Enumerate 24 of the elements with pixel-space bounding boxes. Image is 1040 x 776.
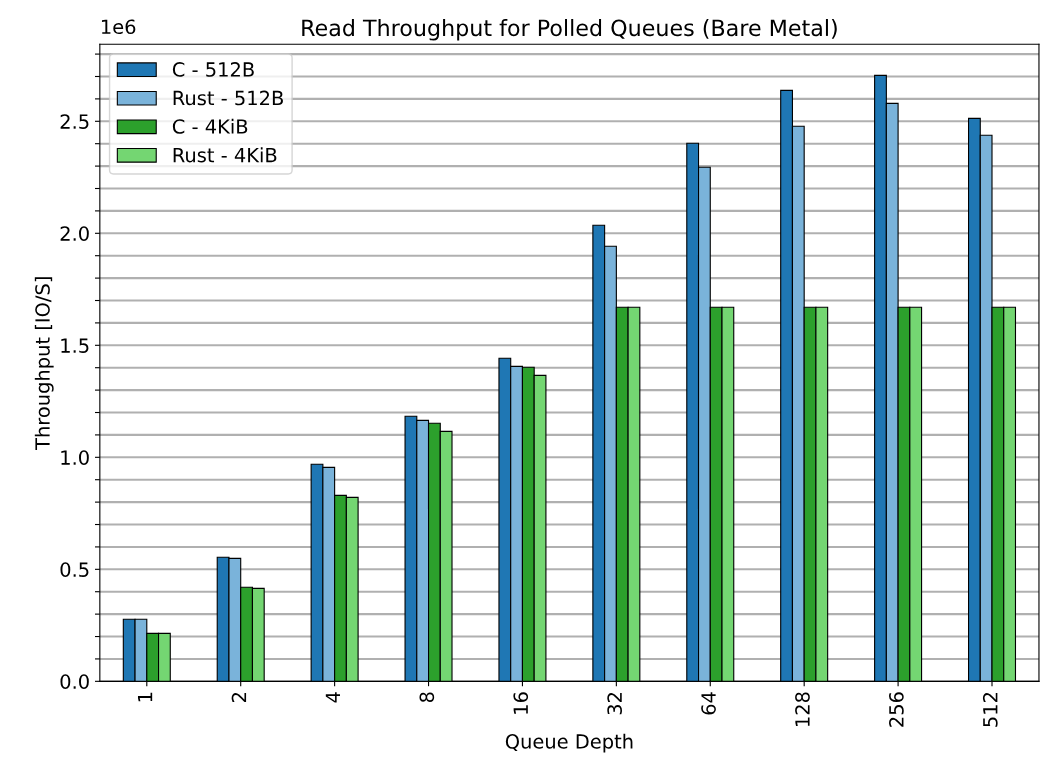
legend-label: Rust - 512B [173,90,283,106]
x-tick-label: 1 [137,692,153,702]
y-tick-label: 1.0 [61,450,89,465]
chart-title: Read Throughput for Polled Queues (Bare Metal) [302,19,837,41]
legend-label: C - 512B [172,62,254,77]
x-tick-label: 4 [325,692,340,703]
text: 1e6 [101,19,136,35]
x-tick-label: 8 [419,692,435,703]
x-tick-label: 512 [982,693,998,727]
y-tick-label: 0.5 [60,562,89,577]
y-tick-label: 2.5 [60,114,89,129]
y-tick-label: 0.0 [60,674,89,689]
legend-label: C - 4KiB [172,118,248,134]
x-axis-title: Queue Depth [505,733,633,753]
x-tick-label: 2 [231,693,247,702]
y-tick-label: 1.5 [61,338,89,353]
x-tick-label: 64 [701,692,716,715]
legend-label: Rust - 4KiB [173,147,277,163]
y-axis-title: Throughput [IO/S] [34,277,54,450]
y-tick-label: 2.0 [60,226,89,241]
x-tick-label: 128 [795,692,810,727]
x-tick-label: 32 [607,693,622,715]
x-tick-label: 256 [889,692,904,727]
x-tick-label: 16 [513,692,529,714]
